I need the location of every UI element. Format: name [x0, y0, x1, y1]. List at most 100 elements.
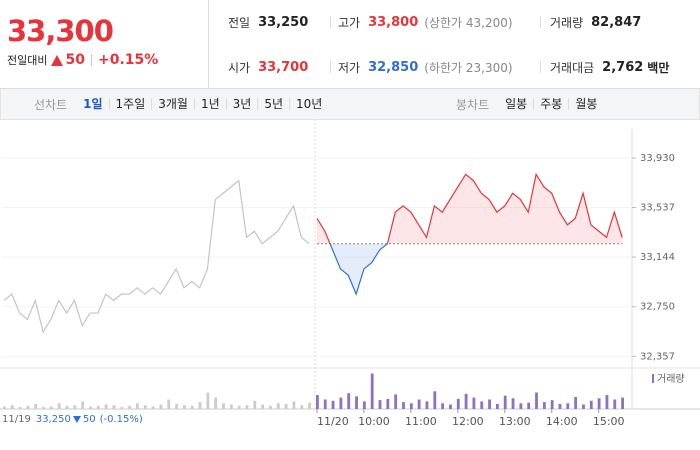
volume-bar — [292, 401, 296, 409]
line-chart-tabs: 선차트 1일 1주일 3개월 1년 3년 5년 10년 — [34, 89, 328, 119]
stat: 고가 33,800 (상한가 43,200) — [338, 12, 513, 32]
volume-bar — [120, 407, 124, 409]
volume-bar — [582, 404, 585, 409]
volume-bar — [519, 403, 523, 409]
volume-bar — [456, 398, 460, 409]
separator — [330, 61, 331, 73]
volume-bar — [253, 400, 257, 409]
volume-bar — [229, 404, 233, 409]
legend-label: 거래량 — [657, 373, 685, 385]
volume-bar — [621, 397, 624, 409]
hover-change: 50 — [82, 414, 96, 425]
volume-bar — [261, 404, 265, 409]
volume-bar — [613, 399, 617, 409]
volume-bar — [175, 403, 178, 409]
volume-bar — [190, 405, 194, 409]
candle-chart-tabs: 봉차트 일봉 주봉 월봉 — [456, 89, 603, 119]
period-tab[interactable]: 5년 — [257, 98, 289, 110]
volume-bar — [464, 393, 468, 409]
volume-bar — [276, 403, 280, 409]
chart-tabs: 선차트 1일 1주일 3개월 1년 3년 5년 10년 봉차트 일봉 주봉 월봉 — [0, 89, 700, 120]
volume-bar — [222, 403, 225, 409]
y-tick-label: 32,750 — [640, 302, 675, 313]
candle-tab[interactable]: 일봉 — [505, 97, 528, 111]
volume-bar — [323, 399, 327, 409]
volume-bar — [73, 405, 77, 409]
period-tab[interactable]: 1일 — [83, 97, 103, 111]
hover-rate: (-0.15%) — [99, 414, 143, 425]
volume-bar — [42, 407, 45, 409]
volume-bar — [316, 395, 319, 409]
volume-bar — [394, 394, 398, 409]
volume-bar — [159, 404, 163, 409]
y-tick-label: 33,144 — [640, 252, 675, 263]
hover-price: 33,250 — [35, 414, 71, 425]
volume-bar — [143, 405, 147, 409]
price-area — [317, 243, 623, 295]
separator — [540, 16, 541, 28]
stat: 거래대금 2,762 백만 — [550, 57, 669, 77]
volume-bar — [65, 405, 69, 409]
volume-bar — [550, 400, 554, 409]
up-icon — [51, 54, 64, 66]
volume-bar — [308, 402, 311, 409]
volume-bar — [574, 396, 578, 409]
stat-label: 거래대금 — [550, 60, 595, 75]
volume-bar — [362, 401, 366, 409]
volume-bar — [527, 402, 531, 409]
volume-bar — [589, 400, 593, 409]
x-tick-label: 11:00 — [405, 415, 437, 428]
hover-date: 11/19 — [2, 414, 31, 425]
volume-bar — [503, 395, 507, 409]
x-tick-label: 11/20 — [317, 415, 349, 428]
volume-bar — [136, 403, 139, 409]
volume-bar — [96, 405, 100, 409]
volume-bar — [472, 397, 476, 409]
stat-label: 저가 — [338, 60, 361, 75]
stat-value: 32,850 — [368, 59, 419, 75]
change-rate: +0.15% — [97, 52, 159, 68]
volume-bar — [409, 403, 413, 409]
period-tab[interactable]: 3개월 — [151, 98, 194, 110]
volume-bar — [339, 397, 343, 409]
volume-bar — [402, 402, 405, 409]
period-tab[interactable]: 10년 — [289, 98, 328, 110]
x-tick-label: 14:00 — [546, 415, 578, 428]
volume-bar — [112, 405, 116, 409]
volume-bar — [597, 398, 601, 409]
x-tick-label: 15:00 — [593, 415, 625, 428]
volume-bar — [198, 402, 202, 409]
volume-bar — [182, 405, 186, 409]
volume-bar — [542, 402, 546, 409]
period-tab[interactable]: 1년 — [193, 98, 226, 110]
stat: 거래량 82,847 — [550, 12, 641, 32]
volume-bar — [370, 373, 374, 409]
volume-bar — [386, 398, 390, 409]
volume-bar — [417, 399, 421, 409]
price-line — [316, 172, 623, 244]
tab-group-label: 봉차트 — [456, 97, 490, 112]
volume-bar — [425, 401, 429, 409]
period-tab[interactable]: 3년 — [225, 98, 258, 110]
volume-bar — [511, 398, 515, 409]
volume-bar — [433, 391, 437, 409]
stat-label: 시가 — [228, 60, 251, 75]
volume-bar — [128, 405, 132, 409]
period-tab[interactable]: 1주일 — [108, 98, 152, 110]
volume-bar — [237, 405, 241, 409]
volume-bar — [151, 406, 155, 409]
tab-group-label: 선차트 — [34, 97, 68, 112]
stat: 전일 33,250 — [228, 12, 308, 32]
price-area — [317, 174, 623, 244]
down-icon — [72, 416, 81, 423]
legend-swatch — [652, 374, 654, 383]
candle-tab[interactable]: 월봉 — [568, 98, 603, 110]
volume-bar — [34, 403, 38, 409]
x-tick-label: 10:00 — [358, 415, 390, 428]
volume-bar — [605, 395, 609, 409]
volume-bar — [206, 392, 210, 409]
stat-note: (하한가 23,300) — [424, 60, 513, 75]
candle-tab[interactable]: 주봉 — [533, 98, 568, 110]
volume-bar — [49, 406, 53, 409]
volume-bar — [488, 399, 491, 409]
